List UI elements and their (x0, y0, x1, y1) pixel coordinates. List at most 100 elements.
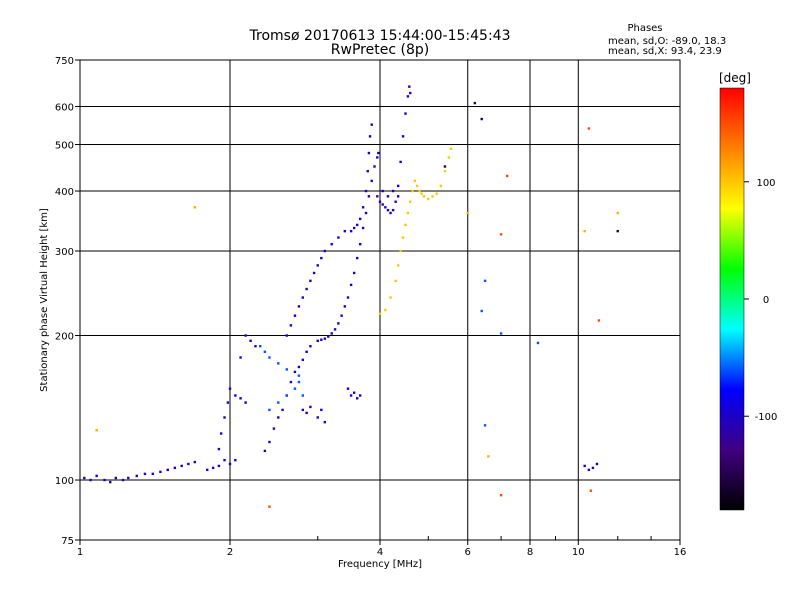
data-point (411, 189, 414, 193)
data-point (415, 184, 419, 188)
data-point (305, 287, 308, 291)
y-tick-label: 200 (55, 332, 74, 343)
data-point (384, 206, 387, 209)
data-point (293, 387, 297, 390)
data-point (83, 476, 86, 480)
data-point (285, 334, 288, 337)
data-point (409, 200, 412, 203)
data-point (386, 208, 390, 212)
data-point (234, 394, 237, 397)
x-tick-label: 8 (527, 547, 533, 558)
x-tick-label: 2 (227, 547, 233, 558)
data-point (483, 424, 487, 427)
data-point (103, 478, 106, 482)
data-point (109, 480, 112, 484)
data-point (346, 387, 350, 390)
y-tick-label: 600 (55, 103, 74, 114)
data-point (309, 345, 312, 348)
data-point (193, 460, 197, 464)
data-point (234, 458, 237, 462)
data-point (427, 197, 430, 201)
x-tick-label: 16 (674, 547, 687, 558)
data-point (305, 350, 308, 353)
x-axis-ticks: 1 2 4 6 8 10 16 (77, 536, 687, 558)
data-point (254, 345, 257, 348)
y-axis-label: Stationary phase Virtual Height [km] (39, 208, 50, 392)
data-point (389, 296, 392, 299)
data-point (320, 338, 323, 341)
data-point (244, 334, 247, 337)
data-point (244, 401, 247, 404)
data-point (277, 416, 280, 419)
colorbar-tick-label: -100 (755, 412, 778, 423)
data-point (297, 305, 301, 308)
data-point (205, 468, 209, 472)
data-point (320, 256, 323, 260)
data-point (293, 370, 297, 374)
data-point (343, 305, 347, 308)
data-point (370, 123, 373, 126)
data-point (330, 242, 333, 246)
data-point (499, 332, 503, 335)
phase-box-line-o: mean, sd,O: -89.0, 18.3 (608, 36, 726, 47)
data-point (219, 432, 223, 435)
data-point (358, 394, 362, 397)
data-point (217, 447, 221, 451)
data-point (367, 195, 371, 198)
data-point (447, 156, 451, 159)
data-point (355, 397, 359, 400)
x-tick-label: 10 (572, 547, 585, 558)
data-point (323, 420, 327, 424)
data-point (263, 350, 267, 353)
x-tick-label: 4 (377, 547, 383, 558)
data-point (443, 169, 447, 173)
data-point (480, 309, 483, 313)
data-point (301, 296, 305, 299)
data-point (364, 211, 368, 215)
data-point (320, 408, 323, 412)
data-point (589, 489, 593, 492)
data-point (394, 279, 397, 283)
data-point (349, 394, 353, 397)
data-point (268, 356, 271, 359)
data-point (323, 337, 327, 340)
phase-box-line-x: mean, sd,X: 93.4, 23.9 (608, 46, 722, 57)
data-point (228, 387, 232, 390)
y-tick-label: 75 (61, 536, 74, 547)
data-point (159, 470, 162, 474)
data-point (536, 341, 540, 345)
data-point (408, 85, 411, 88)
colorbar (719, 87, 745, 511)
data-point (211, 466, 215, 470)
data-point (285, 394, 288, 397)
data-point (418, 189, 421, 193)
data-point (505, 174, 509, 178)
data-point (422, 195, 426, 198)
data-point (297, 380, 301, 384)
data-point (420, 192, 423, 195)
data-point (483, 279, 487, 283)
chart-title-line1: Tromsø 20170613 15:44:00-15:45:43 (249, 28, 511, 44)
data-point (268, 440, 271, 444)
data-point (355, 223, 359, 227)
data-point (217, 464, 221, 468)
data-point (343, 229, 347, 233)
data-point (352, 271, 356, 275)
data-point (268, 505, 271, 508)
data-point (480, 117, 483, 121)
data-point (466, 211, 469, 215)
data-point (223, 458, 226, 462)
data-point (95, 474, 98, 478)
colorbar-tick-label: 100 (756, 178, 775, 189)
data-point (406, 211, 410, 215)
data-point (95, 429, 98, 432)
data-point (378, 200, 382, 203)
data-point (114, 476, 118, 480)
data-point (180, 464, 183, 468)
colorbar-ticks: 100 0 -100 (744, 178, 777, 423)
data-point (391, 189, 395, 193)
data-point (404, 112, 407, 115)
y-tick-label: 750 (55, 56, 74, 67)
data-point (381, 203, 384, 206)
